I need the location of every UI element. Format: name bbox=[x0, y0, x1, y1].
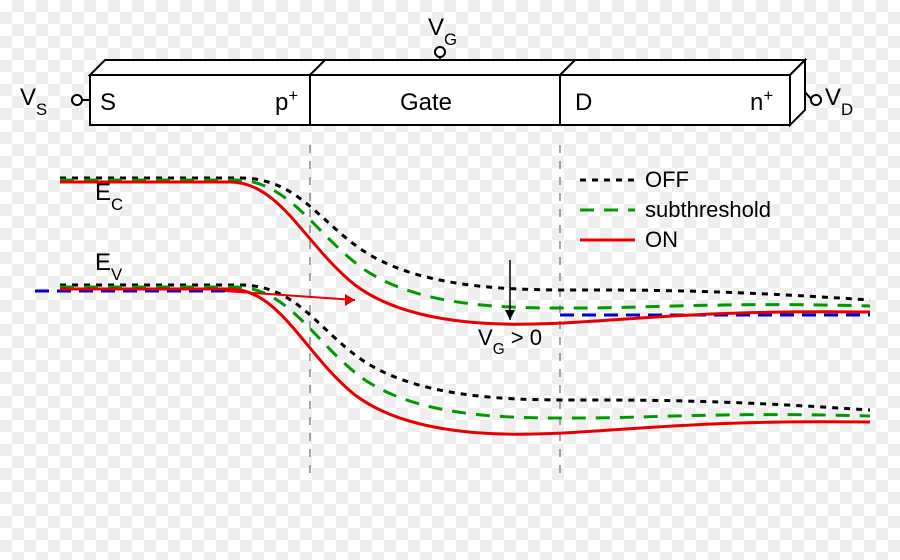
label-ec: EC bbox=[95, 179, 123, 214]
terminal-vs: VS bbox=[20, 84, 47, 119]
legend-item: ON bbox=[645, 227, 678, 252]
curve-sub_bot bbox=[60, 287, 870, 418]
legend: OFF subthreshold ON bbox=[580, 167, 771, 252]
diagram-canvas: Sp+GateDn+VSVDVGVG > 0ECEVOFFsubthreshol… bbox=[0, 0, 900, 560]
label-gate: Gate bbox=[400, 89, 452, 116]
terminal-vd: VD bbox=[825, 84, 853, 119]
legend-item: subthreshold bbox=[645, 197, 771, 222]
label-ev: EV bbox=[95, 249, 123, 284]
label-drain: D bbox=[575, 89, 592, 116]
device-box: Sp+GateDn+VSVDVG bbox=[20, 14, 853, 125]
label-source: S bbox=[100, 89, 116, 116]
legend-item: OFF bbox=[645, 167, 689, 192]
band-diagram: VG > 0 EC EV bbox=[35, 145, 870, 480]
terminal-vg: VG bbox=[428, 14, 457, 49]
label-vg-gt-0: VG > 0 bbox=[478, 325, 542, 358]
